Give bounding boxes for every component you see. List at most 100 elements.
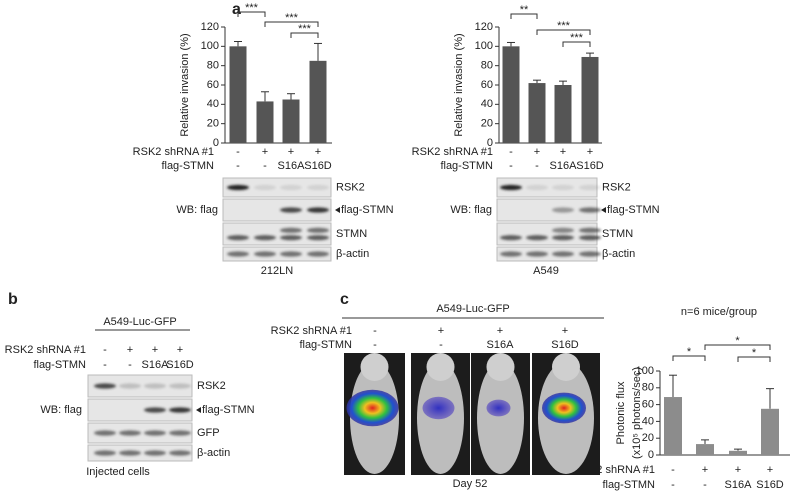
row-label: flag-STMN [299,339,352,351]
mouse-head [552,353,580,381]
y-tick-label: 60 [207,79,219,91]
significance-label: * [752,347,757,359]
row-label: RSK2 shRNA #1 [412,146,493,158]
row-value: - [509,146,513,158]
row-value: + [534,146,540,158]
blot-band [579,227,601,233]
blot-band [307,235,329,241]
panel-label: c [340,291,349,308]
band-label: STMN [602,228,633,240]
arrowhead [196,407,201,413]
mouse-head [426,353,455,381]
row-label: RSK2 shRNA #1 [271,325,352,337]
significance-bracket [290,32,319,38]
row-value: + [587,146,593,158]
band-label: RSK2 [602,181,631,193]
significance-bracket [536,29,591,35]
blot-band [119,383,141,389]
row-value: + [702,464,708,476]
y-tick-label: 20 [481,118,493,130]
row-value: + [152,344,158,356]
blot-band [552,251,574,257]
row-value: - [535,160,539,172]
blot-band [254,235,276,241]
row-value: + [562,325,568,337]
blot-band [307,207,329,213]
blot-band [144,383,166,389]
blot-band [579,184,601,191]
bar [761,408,779,455]
blot-caption: A549 [533,265,559,277]
signal [422,396,455,420]
y-tick-label: 40 [481,98,493,110]
row-value: + [262,146,268,158]
blot-band [227,184,249,191]
bar [282,99,300,143]
band-label: flag-STMN [607,204,660,216]
bar [229,46,247,144]
blot-band [526,235,548,241]
significance-bracket [672,355,706,361]
blot-band [552,227,574,233]
significance-bracket [237,11,266,17]
band-label: STMN [336,228,367,240]
y-tick-label: 40 [207,98,219,110]
row-value: + [735,464,741,476]
blot-band [280,251,302,257]
bar [729,450,747,455]
blot-band [227,235,249,241]
blot-band [119,450,141,456]
blot-band [280,207,302,213]
blot-band [169,383,191,389]
row-value: S16A [278,160,306,172]
arrowhead [335,207,340,213]
row-value: + [497,325,503,337]
significance-bracket [510,13,538,19]
row-value: - [373,339,377,351]
row-value: S16A [550,160,578,172]
bar [554,85,572,143]
y-tick-label: 80 [207,60,219,72]
significance-label: *** [557,20,571,32]
row-value: + [560,146,566,158]
blot-band [500,184,522,191]
y-axis-label: Relative invasion (%) [179,33,191,136]
row-value: + [127,344,133,356]
blot-band [280,227,302,233]
band-label: GFP [197,427,220,439]
mouse-head [360,353,389,381]
arrowhead [601,207,606,213]
blot-band [94,430,116,436]
band-label: β-actin [336,248,369,260]
row-value: S16D [756,479,784,491]
significance-label: ** [520,4,529,16]
row-value: - [236,160,240,172]
blot-band [579,251,601,257]
blot-caption: Injected cells [86,466,150,478]
blot-band [227,251,249,257]
bar [309,60,327,144]
row-value: - [103,359,107,371]
chart-title: n=6 mice/group [681,306,757,318]
band-label: flag-STMN [341,204,394,216]
y-tick-label: 120 [201,21,219,33]
row-value: S16D [304,160,332,172]
wb-label: WB: flag [176,204,218,216]
y-axis-label: (x10⁵ photons/sec) [631,367,643,459]
y-axis-label: Relative invasion (%) [453,33,465,136]
significance-label: *** [245,2,259,14]
y-tick-label: 20 [642,432,654,444]
blot-band [144,430,166,436]
blot-band [94,450,116,456]
y-tick-label: 100 [201,40,219,52]
mouse-head [486,353,515,381]
blot-band [94,383,116,389]
band-label: β-actin [197,447,230,459]
blot-band [307,184,329,191]
y-tick-label: 60 [642,399,654,411]
row-value: - [509,160,513,172]
row-label: flag-STMN [440,160,493,172]
blot-band [169,450,191,456]
band-label: RSK2 [336,181,365,193]
y-tick-label: 60 [481,79,493,91]
